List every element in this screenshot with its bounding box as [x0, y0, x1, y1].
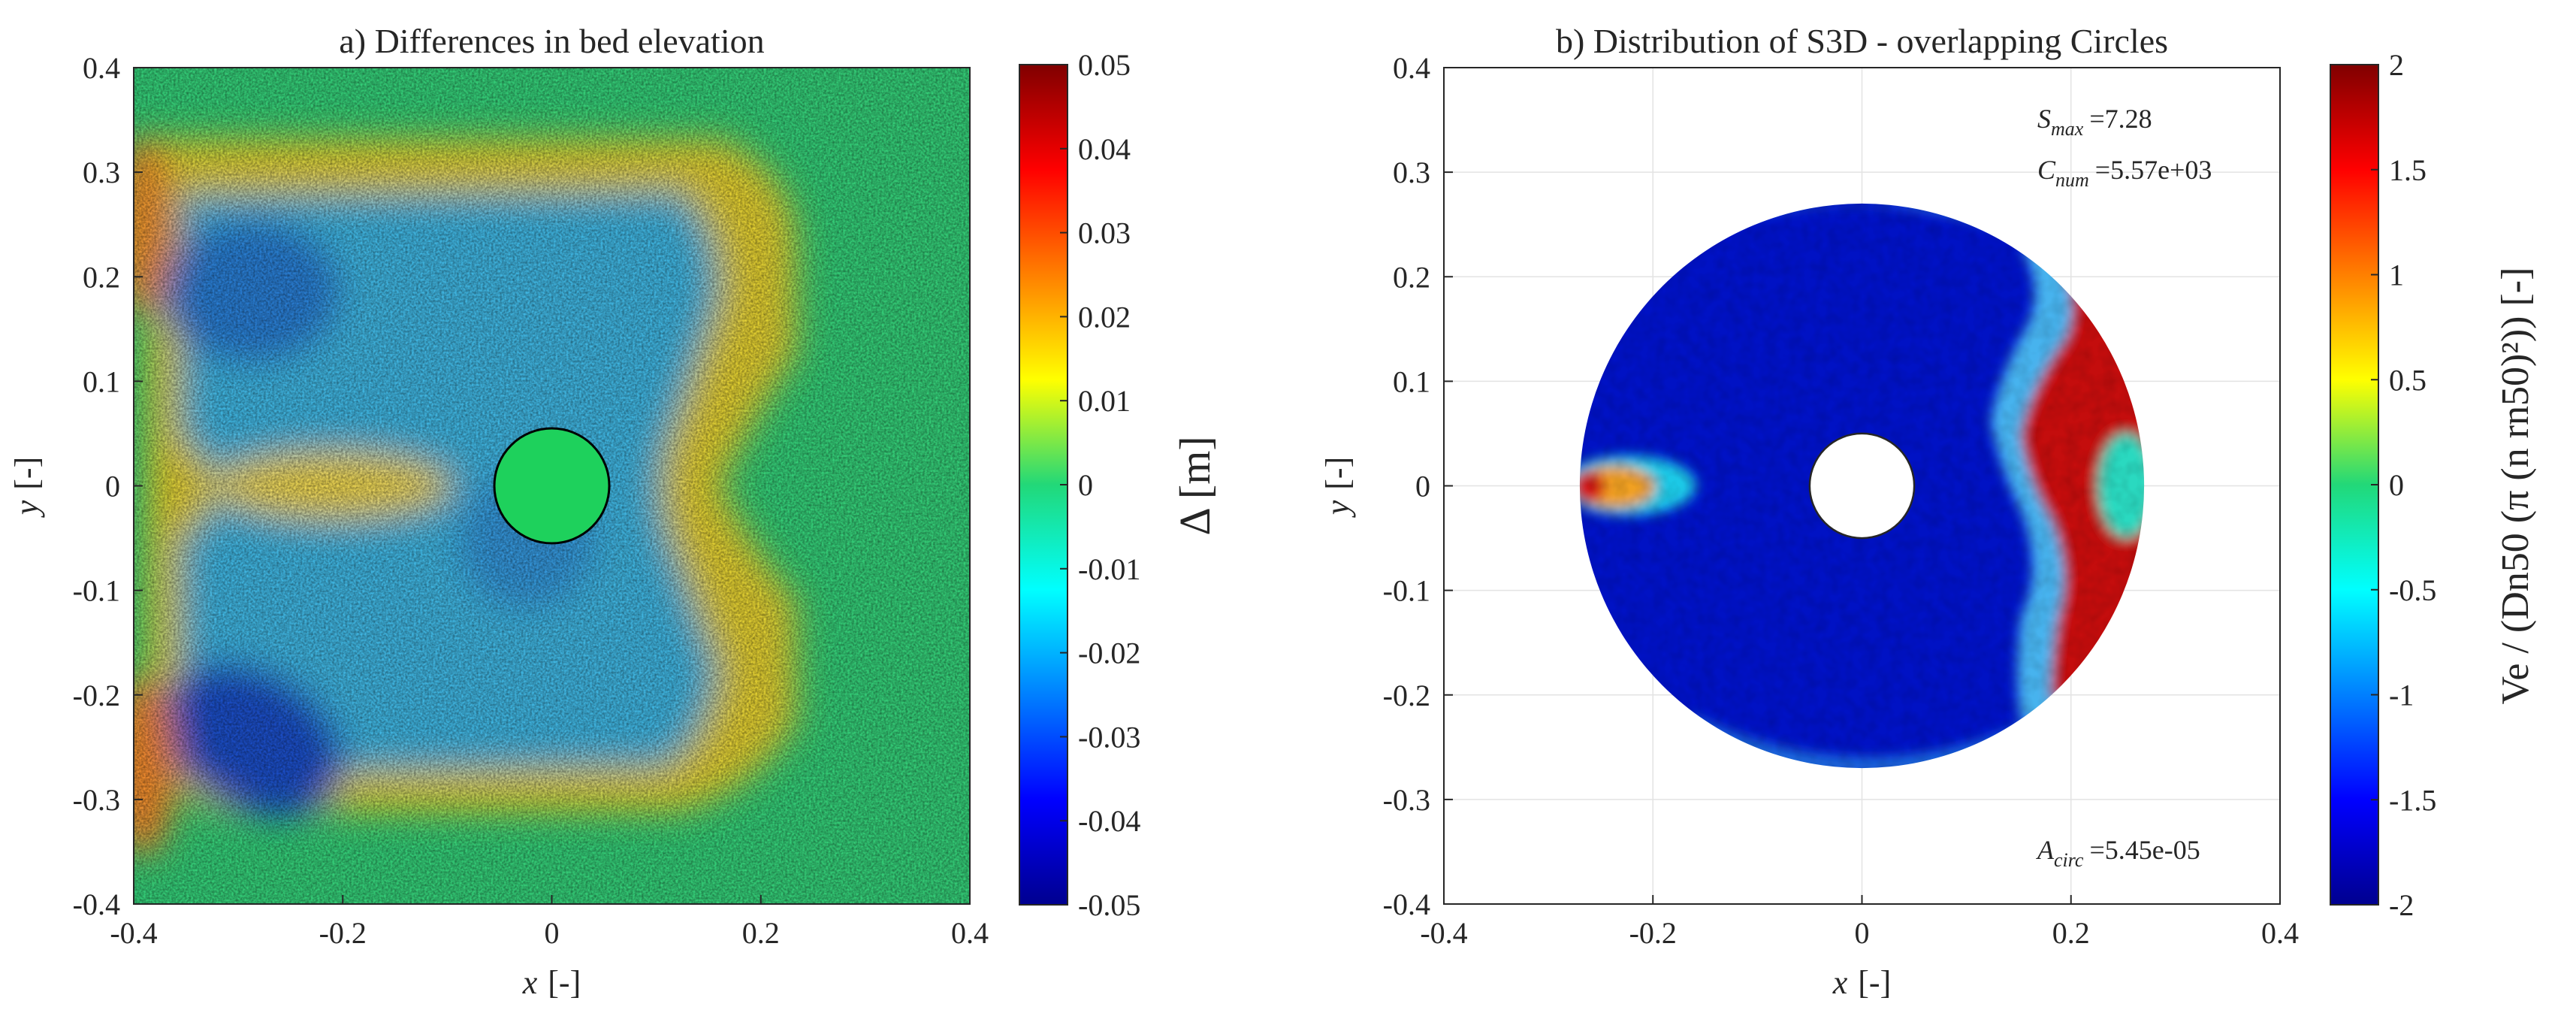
- panel-b-ylabel-unit: [-]: [1319, 457, 1356, 490]
- panel-b-ticks: -0.4 -0.2 0 0.2 0.4 0.4 0.3 0.2 0.1 0 -0.1 -0.2 -0.3…: [1383, 51, 2299, 950]
- y-tick-label: 0: [1415, 470, 1430, 503]
- colorbar-a: [1019, 64, 1068, 906]
- colorbar-tick-label: 0.01: [1078, 384, 1131, 418]
- y-tick-label: -0.4: [73, 887, 120, 921]
- colorbar-b-ticks: 2 1.5 1 0.5 0 -0.5 -1 -1.5 -2: [2371, 48, 2436, 922]
- panel-a-heatmap: [134, 68, 970, 904]
- colorbar-tick-label: 2: [2389, 48, 2404, 82]
- y-tick-label: -0.2: [1383, 679, 1430, 712]
- panel-b-ylabel: y [-]: [1319, 457, 1356, 519]
- annotation-cnum: Cnum =5.57e+03: [2037, 155, 2212, 191]
- y-tick-label: 0.3: [83, 156, 120, 189]
- colorbar-a-label: Δ [m]: [1170, 436, 1219, 535]
- annotation-acirc-symbol: A: [2036, 835, 2055, 865]
- x-tick-label: -0.2: [1629, 916, 1677, 950]
- colorbar-tick-label: -0.02: [1078, 636, 1140, 670]
- panel-a-title: a) Differences in bed elevation: [339, 22, 764, 60]
- y-tick-label: 0.4: [1393, 51, 1430, 85]
- colorbar-tick-label: 0.03: [1078, 216, 1131, 250]
- colorbar-b: [2330, 64, 2379, 906]
- annotation-acirc-sub: circ: [2054, 849, 2084, 871]
- annotation-acirc-value: =5.45e-05: [2089, 835, 2200, 865]
- y-tick-label: 0.1: [83, 364, 120, 398]
- x-tick-label: -0.4: [110, 916, 157, 950]
- colorbar-tick-label: 1: [2389, 259, 2404, 292]
- colorbar-tick-label: -0.04: [1078, 804, 1140, 838]
- colorbar-tick-label: -0.03: [1078, 720, 1140, 754]
- colorbar-b-label: Ve / (Dn50 (π (n rn50)²)) [-]: [2494, 268, 2537, 705]
- y-tick-label: 0.4: [83, 51, 120, 85]
- y-tick-label: 0.1: [1393, 364, 1430, 398]
- annotation-acirc: Acirc =5.45e-05: [2036, 835, 2200, 871]
- colorbar-tick-label: -2: [2389, 888, 2414, 922]
- panel-a-ylabel-unit: [-]: [8, 457, 45, 490]
- panel-b-ylabel-var: y: [1319, 500, 1356, 518]
- panel-a: a) Differences in bed elevation -0.4 -0.2…: [8, 22, 1219, 1001]
- y-tick-label: 0.2: [83, 260, 120, 294]
- x-tick-label: 0.4: [2261, 916, 2299, 950]
- annotation-smax-sub: max: [2051, 118, 2084, 140]
- annotation-smax-value: =7.28: [2089, 104, 2152, 134]
- y-tick-label: 0.2: [1393, 260, 1430, 294]
- panel-a-ylabel: y [-]: [8, 457, 45, 519]
- colorbar-tick-label: -0.5: [2389, 573, 2436, 607]
- panel-a-ylabel-var: y: [8, 500, 45, 518]
- panel-b: b) Distribution of S3D - overlapping Cir…: [1319, 22, 2537, 1001]
- pile-hole: [1808, 432, 1916, 540]
- annotation-smax: Smax =7.28: [2037, 104, 2152, 140]
- panel-a-ticks: -0.4 -0.2 0 0.2 0.4 0.4 0.3 0.2 0.1 0 -0.1 -0.2 -0.3…: [73, 51, 989, 950]
- x-tick-label: 0.4: [951, 916, 989, 950]
- y-tick-label: 0: [105, 470, 120, 503]
- x-tick-label: -0.4: [1420, 916, 1467, 950]
- colorbar-tick-label: -1: [2389, 679, 2414, 712]
- colorbar-tick-label: 0.04: [1078, 132, 1131, 166]
- panel-a-xlabel-var: x: [522, 964, 538, 1001]
- colorbar-tick-label: 0.02: [1078, 300, 1131, 334]
- annotation-cnum-value: =5.57e+03: [2095, 155, 2212, 185]
- panel-a-xlabel: x [-]: [522, 964, 581, 1001]
- x-tick-label: 0: [1855, 916, 1870, 950]
- colorbar-a-ticks: 0.05 0.04 0.03 0.02 0.01 0 -0.01 -0.02 -0.03 -0.0…: [1060, 48, 1140, 922]
- colorbar-tick-label: 0.5: [2389, 363, 2427, 397]
- y-tick-label: -0.2: [73, 679, 120, 712]
- colorbar-tick-label: 0.05: [1078, 48, 1131, 82]
- colorbar-tick-label: -0.05: [1078, 888, 1140, 922]
- panel-b-xlabel-unit: [-]: [1858, 964, 1891, 1001]
- panel-a-xlabel-unit: [-]: [548, 964, 581, 1001]
- y-tick-label: -0.4: [1383, 887, 1430, 921]
- panel-b-xlabel: x [-]: [1832, 964, 1892, 1001]
- x-tick-label: -0.2: [319, 916, 367, 950]
- colorbar-tick-label: -1.5: [2389, 783, 2436, 817]
- x-tick-label: 0.2: [2052, 916, 2090, 950]
- colorbar-tick-label: 0: [2389, 468, 2404, 502]
- y-tick-label: -0.1: [1383, 574, 1430, 608]
- annotation-smax-symbol: S: [2037, 104, 2051, 134]
- pile-marker: [493, 427, 611, 545]
- colorbar-tick-label: 0: [1078, 468, 1093, 502]
- colorbar-tick-label: -0.01: [1078, 552, 1140, 586]
- annotation-cnum-symbol: C: [2037, 155, 2056, 185]
- annotation-cnum-sub: num: [2055, 169, 2089, 191]
- y-tick-label: -0.3: [1383, 783, 1430, 817]
- x-tick-label: 0.2: [742, 916, 780, 950]
- x-tick-label: 0: [545, 916, 560, 950]
- y-tick-label: -0.1: [73, 574, 120, 608]
- panel-b-title: b) Distribution of S3D - overlapping Cir…: [1556, 22, 2168, 60]
- y-tick-label: 0.3: [1393, 156, 1430, 189]
- colorbar-tick-label: 1.5: [2389, 153, 2427, 187]
- panel-b-xlabel-var: x: [1832, 964, 1848, 1001]
- y-tick-label: -0.3: [73, 783, 120, 817]
